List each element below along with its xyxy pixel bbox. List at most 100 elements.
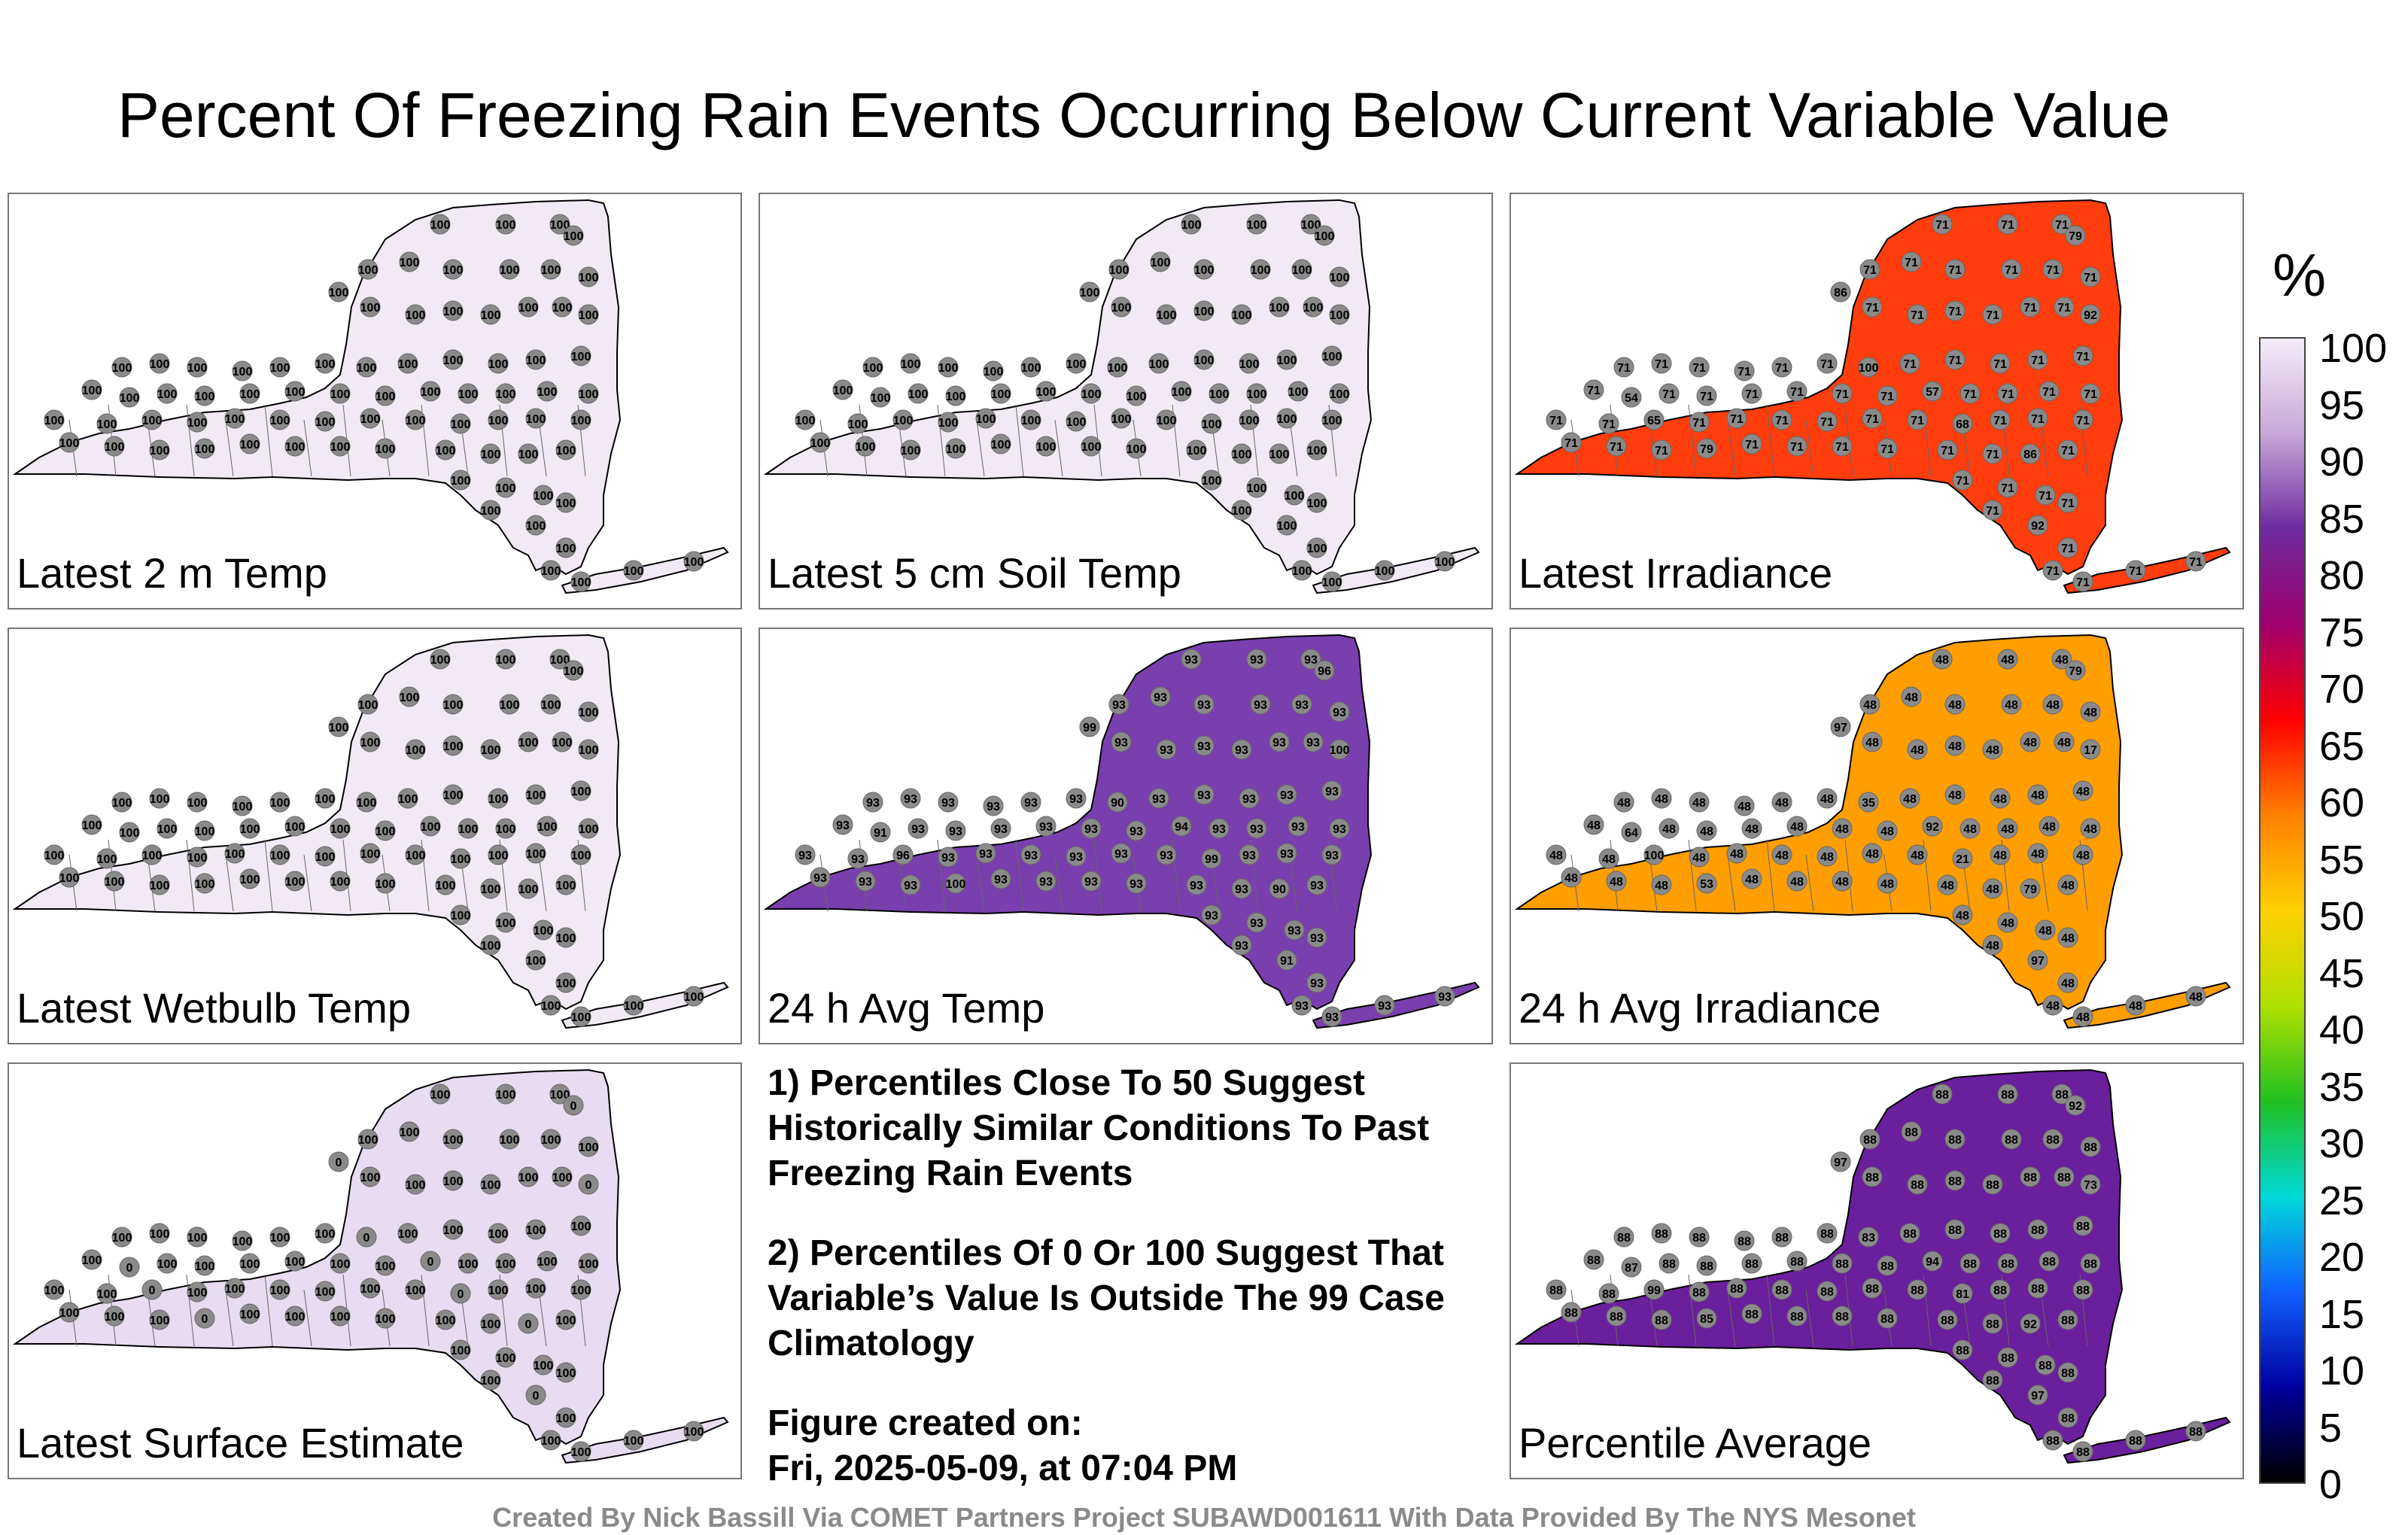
station-value: 88	[1738, 1236, 1751, 1248]
figure-created-label: Figure created on:	[768, 1403, 1083, 1443]
station-marker: 71	[1952, 470, 1973, 491]
station-marker: 100	[315, 788, 336, 809]
station-value: 88	[1549, 1284, 1563, 1297]
station-value: 93	[987, 801, 1000, 813]
county-line	[1289, 854, 1298, 912]
station-value: 100	[526, 520, 546, 533]
station-marker: 48	[1901, 686, 1922, 707]
station-value: 88	[1880, 1260, 1894, 1273]
station-value: 48	[2076, 786, 2090, 798]
station-marker: 100	[488, 844, 509, 865]
station-marker: 71	[2001, 259, 2022, 280]
station-marker: 86	[2020, 443, 2041, 464]
station-marker: 100	[239, 868, 260, 889]
station-marker: 100	[1231, 443, 1252, 464]
station-marker: 48	[1982, 935, 2003, 956]
station-marker: 88	[1982, 1369, 2003, 1391]
station-marker: 100	[442, 259, 464, 280]
station-value: 93	[994, 823, 1008, 836]
station-marker: 99	[1201, 848, 1222, 869]
station-value: 71	[1903, 358, 1917, 371]
station-value: 48	[1993, 850, 2007, 862]
station-marker: 71	[2057, 537, 2078, 558]
station-marker: 88	[1907, 1174, 1928, 1195]
station-marker: 71	[1696, 385, 1717, 406]
station-marker: 100	[1020, 357, 1041, 378]
county-line	[1727, 1289, 1736, 1347]
station-value: 0	[533, 1390, 540, 1403]
station-value: 100	[556, 932, 576, 945]
station-marker: 48	[1982, 739, 2003, 760]
station-marker: 100	[555, 492, 576, 513]
station-value: 94	[1926, 1256, 1939, 1269]
station-value: 100	[1330, 309, 1350, 322]
station-marker: 100	[525, 843, 546, 864]
station-value: 93	[1310, 977, 1324, 990]
station-value: 48	[1587, 819, 1601, 832]
station-marker: 100	[1329, 304, 1350, 325]
station-value: 100	[330, 388, 351, 401]
station-marker: 71	[1990, 409, 2011, 430]
station-value: 100	[1157, 309, 1177, 322]
station-value: 100	[357, 362, 377, 375]
panel-24h-avg-temp: 93 93 93 96 93 93 93 93 93 93 99 93 93 93 93 93 93 100 93 9…	[759, 628, 1493, 1044]
station-value: 48	[2061, 880, 2075, 892]
station-value: 88	[1790, 1311, 1804, 1324]
station-value: 0	[336, 1157, 342, 1169]
station-value: 100	[1307, 543, 1327, 555]
station-marker: 71	[1583, 379, 1604, 400]
station-marker: 48	[2125, 995, 2146, 1016]
station-value: 100	[285, 386, 306, 399]
station-marker: 100	[518, 878, 539, 899]
station-value: 100	[225, 413, 245, 426]
station-value: 88	[1700, 1260, 1713, 1273]
station-value: 48	[1948, 699, 1962, 712]
station-value: 100	[1021, 415, 1041, 427]
station-value: 100	[552, 1172, 573, 1184]
station-marker: 100	[458, 818, 479, 839]
station-marker: 48	[2072, 1006, 2093, 1027]
panel-label: Latest Surface Estimate	[17, 1419, 464, 1467]
station-value: 79	[2069, 230, 2082, 243]
station-value: 48	[1617, 797, 1631, 810]
station-marker: 100	[96, 1283, 117, 1304]
station-value: 100	[579, 1258, 599, 1271]
station-marker: 91	[1276, 950, 1297, 971]
station-value: 88	[1986, 1179, 1999, 1192]
station-value: 88	[2046, 1134, 2060, 1147]
station-marker: 48	[1583, 814, 1604, 835]
station-marker: 88	[1583, 1249, 1604, 1270]
station-value: 100	[984, 366, 1004, 378]
station-marker: 100	[578, 266, 599, 287]
station-value: 88	[2055, 1089, 2069, 1102]
station-marker: 100	[480, 304, 501, 325]
station-value: 100	[233, 801, 253, 813]
station-value: 88	[2046, 1435, 2060, 1448]
station-value: 100	[541, 1000, 561, 1013]
station-marker: 100	[1209, 383, 1230, 404]
station-marker: 100	[405, 844, 426, 865]
station-value: 54	[1625, 392, 1638, 405]
station-marker: 57	[1922, 381, 1943, 402]
station-value: 92	[2031, 520, 2045, 533]
station-value: 100	[1232, 505, 1252, 518]
station-marker: 88	[1561, 1302, 1582, 1323]
station-value: 71	[2031, 354, 2045, 367]
station-value: 100	[556, 880, 576, 892]
station-value: 48	[1986, 744, 1999, 757]
station-marker: 88	[2027, 1278, 2048, 1299]
station-value: 100	[976, 413, 996, 426]
station-marker: 100	[232, 795, 253, 816]
station-value: 100	[810, 437, 831, 450]
colorbar-tick: 5	[2319, 1405, 2343, 1451]
station-marker: 93	[1303, 731, 1324, 752]
station-marker: 100	[488, 1279, 509, 1300]
station-marker: 100	[149, 1309, 170, 1330]
station-value: 88	[2031, 1224, 2045, 1237]
station-marker: 100	[239, 433, 260, 454]
station-marker: 100	[399, 251, 420, 272]
station-value: 100	[270, 850, 290, 862]
station-value: 100	[901, 358, 921, 371]
note-1: 1) Percentiles Close To 50 Suggest Histo…	[768, 1063, 1430, 1193]
station-marker: 100	[232, 360, 253, 381]
